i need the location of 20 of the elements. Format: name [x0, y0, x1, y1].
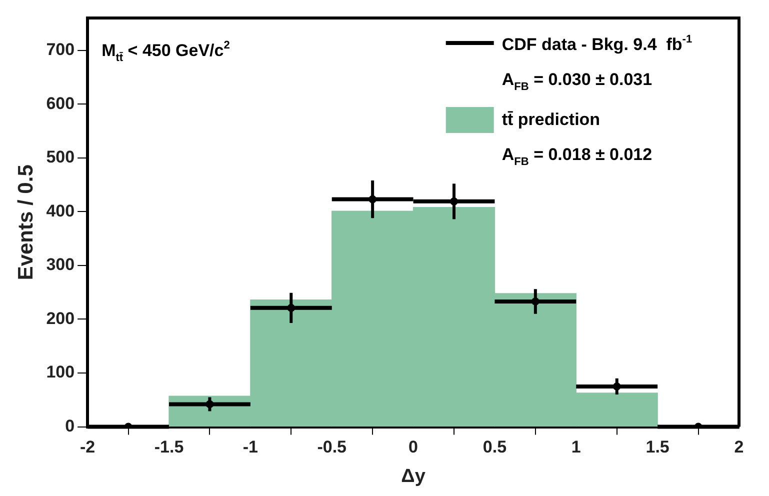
y-tick-label: 600 [46, 94, 75, 113]
x-tick-label: 0.5 [482, 438, 507, 457]
y-tick-label: 0 [65, 416, 75, 436]
y-tick-label: 500 [46, 148, 75, 167]
y-tick-label: 200 [46, 308, 75, 328]
x-tick-label: -1.5 [154, 438, 184, 457]
x-tick-label: -1 [242, 438, 258, 457]
x-tick-label: -0.5 [317, 438, 346, 457]
y-tick-label: 300 [46, 255, 75, 274]
x-tick-label: 1 [571, 438, 581, 457]
x-axis-title: Δy [401, 466, 426, 487]
legend-label: tt̄ prediction [502, 110, 600, 129]
x-tick-label: 1.5 [646, 438, 670, 457]
y-tick-label: 400 [46, 201, 75, 220]
x-tick-label: -2 [80, 438, 96, 457]
x-tick-label: 0 [408, 438, 418, 457]
y-tick-label: 100 [46, 362, 75, 382]
x-tick-label: 2 [734, 438, 744, 457]
y-tick-label: 700 [46, 40, 75, 59]
y-axis-title: Events / 0.5 [14, 164, 38, 280]
